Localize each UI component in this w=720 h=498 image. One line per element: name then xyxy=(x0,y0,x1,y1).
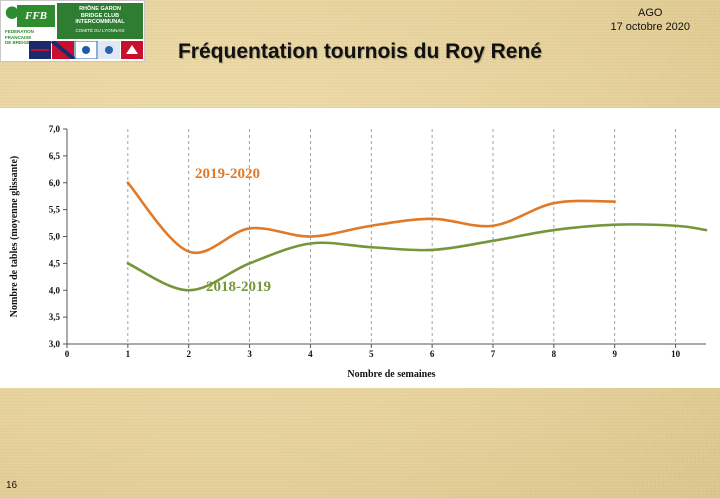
meeting-info: AGO 17 octobre 2020 xyxy=(610,6,690,34)
series-label: 2018-2019 xyxy=(206,279,271,295)
chart-panel: 3,0 3,5 4,0 4,5 5,0 5,5 6,0 6,5 7,0 0 1 2 3 4 5 6 7 8 9 10 N… xyxy=(0,108,720,388)
club-line-2: BRIDGE CLUB xyxy=(80,12,120,19)
x-tick-label: 5 xyxy=(369,349,374,359)
y-tick-label: 4,5 xyxy=(49,258,61,268)
attendance-line-chart: 3,0 3,5 4,0 4,5 5,0 5,5 6,0 6,5 7,0 0 1 2 3 4 5 6 7 8 9 10 N… xyxy=(9,124,708,380)
series-line-2019-2020 xyxy=(126,181,617,255)
x-tick-label: 10 xyxy=(671,349,681,359)
ago-label: AGO xyxy=(638,7,663,19)
y-tick-label: 4,0 xyxy=(49,285,61,295)
club-name-block: RHÔNE GARON BRIDGE CLUB INTERCOMMUNAL CO… xyxy=(57,3,143,39)
y-tick-label: 7,0 xyxy=(49,124,61,134)
club-logo: FFB FEDERATION FRANCAISE DE BRIDGE RHÔNE… xyxy=(0,0,145,62)
y-axis-label: Nombre de tables (moyenne glissante) xyxy=(9,156,20,317)
x-axis-label: Nombre de semaines xyxy=(347,369,435,380)
x-tick-label: 0 xyxy=(65,349,70,359)
club-line-1: RHÔNE GARON xyxy=(79,6,121,12)
club-line-4: COMITÉ DU LYONNAIS xyxy=(75,27,125,33)
ago-date: 17 octobre 2020 xyxy=(610,21,690,33)
tree-icon xyxy=(5,5,19,27)
club-line-3: INTERCOMMUNAL xyxy=(75,19,125,25)
page-title: Fréquentation tournois du Roy René xyxy=(177,40,542,63)
x-tick-label: 6 xyxy=(430,349,435,359)
y-tick-label: 5,0 xyxy=(49,232,61,242)
x-tick-label: 7 xyxy=(491,349,496,359)
y-tick-label: 3,0 xyxy=(49,339,61,349)
ffb-logo-text: FFB xyxy=(17,5,55,27)
federation-text: FEDERATION FRANCAISE DE BRIDGE xyxy=(5,29,34,45)
page-number: 16 xyxy=(6,480,18,491)
series-label: 2019-2020 xyxy=(195,166,260,182)
y-tick-label: 6,0 xyxy=(49,178,61,188)
x-tick-label: 4 xyxy=(308,349,313,359)
y-tick-label: 3,5 xyxy=(49,312,61,322)
x-tick-label: 1 xyxy=(126,349,131,359)
x-tick-label: 3 xyxy=(247,349,252,359)
y-tick-label: 6,5 xyxy=(49,151,61,161)
x-tick-label: 9 xyxy=(612,349,617,359)
y-tick-label: 5,5 xyxy=(49,205,61,215)
regional-flags-icon xyxy=(29,41,143,59)
x-tick-label: 2 xyxy=(186,349,191,359)
x-tick-label: 8 xyxy=(552,349,557,359)
series-line-2018-2019 xyxy=(126,223,708,292)
